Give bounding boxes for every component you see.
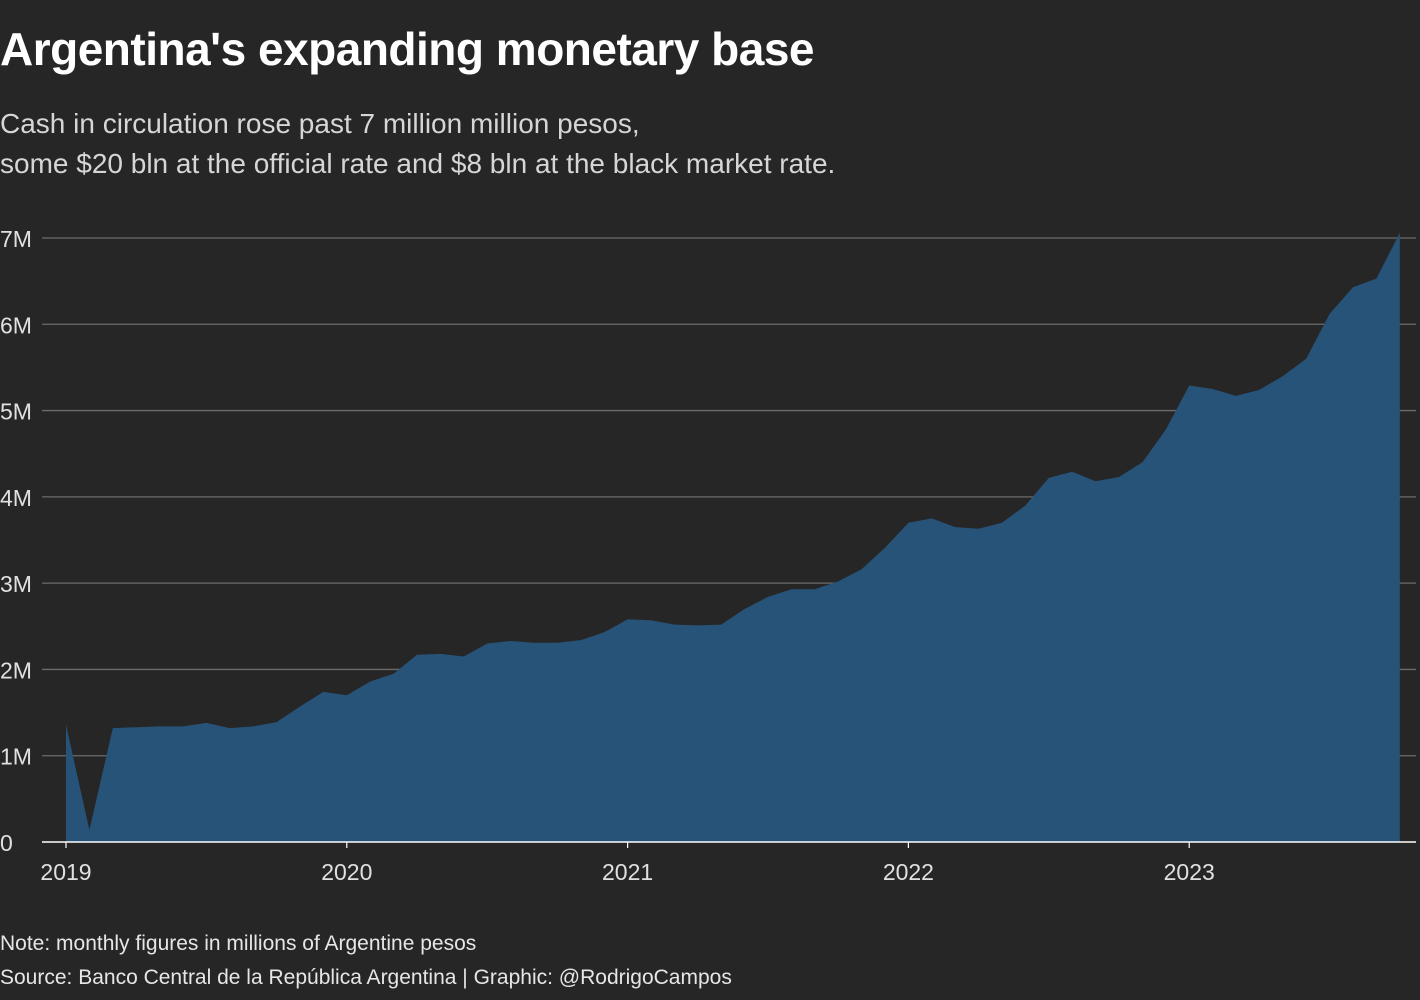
subtitle-line-1: Cash in circulation rose past 7 million … (0, 108, 640, 139)
x-tick-label: 2020 (321, 859, 372, 885)
y-tick-label: 3M (0, 571, 32, 597)
axes: 0 1M 2M 3M 4M 5M 6M 7M 2019 2020 2021 2022 2023 (0, 226, 1416, 885)
chart-subtitle: Cash in circulation rose past 7 million … (0, 104, 835, 184)
y-tick-label: 0 (0, 830, 13, 856)
x-tick-label: 2019 (40, 859, 91, 885)
area-fill (66, 232, 1400, 843)
area-series (66, 232, 1400, 843)
x-tick-label: 2023 (1164, 859, 1215, 885)
x-tick-label: 2021 (602, 859, 653, 885)
y-tick-label: 2M (0, 657, 32, 683)
y-tick-label: 1M (0, 744, 32, 770)
y-tick-label: 5M (0, 399, 32, 425)
chart-note: Note: monthly figures in millions of Arg… (0, 932, 477, 955)
y-tick-label: 4M (0, 485, 32, 511)
chart-source: Source: Banco Central de la República Ar… (0, 966, 732, 989)
y-tick-label: 7M (0, 226, 32, 252)
x-tick-label: 2022 (883, 859, 934, 885)
chart-title: Argentina's expanding monetary base (0, 23, 814, 75)
subtitle-line-2: some $20 bln at the official rate and $8… (0, 148, 836, 179)
y-tick-label: 6M (0, 312, 32, 338)
